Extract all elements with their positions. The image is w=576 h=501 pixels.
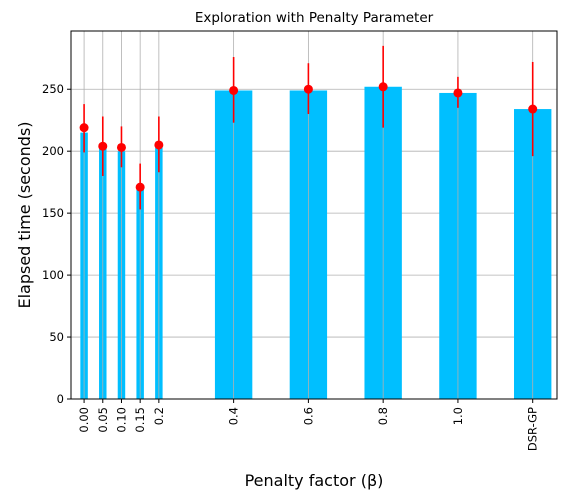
x-axis-label: Penalty factor (β)	[245, 471, 384, 490]
x-axis: 0.00 0.05 0.10 0.15 0.2 0.4 0.6 0.8 1.0 DSR-GP	[77, 399, 540, 451]
x-tick-label: 0.2	[152, 407, 166, 425]
y-tick-label: 200	[42, 144, 64, 158]
data-point	[528, 104, 538, 114]
data-point	[135, 182, 145, 192]
y-axis-label: Elapsed time (seconds)	[15, 121, 34, 308]
y-tick-label: 100	[42, 268, 64, 282]
bars	[80, 86, 552, 400]
y-tick-label: 50	[49, 330, 64, 344]
y-axis: 0 50 100 150 200 250	[42, 82, 71, 406]
data-point	[303, 84, 313, 94]
x-tick-label: 0.6	[301, 407, 315, 425]
data-point	[116, 142, 126, 152]
plot-frame	[70, 30, 558, 400]
x-tick-label: 0.15	[133, 407, 147, 433]
x-tick-label: 1.0	[451, 407, 465, 425]
x-tick-label: 0.05	[96, 407, 110, 433]
data-point	[98, 141, 108, 151]
error-bars	[79, 45, 538, 210]
x-tick-label: DSR-GP	[526, 407, 540, 451]
x-tick-label: 0.10	[114, 407, 128, 433]
data-point	[154, 140, 164, 150]
y-tick-label: 250	[42, 82, 64, 96]
y-tick-label: 0	[57, 392, 64, 406]
data-point	[79, 123, 89, 133]
x-tick-label: 0.4	[227, 407, 241, 425]
chart-title: Exploration with Penalty Parameter	[195, 10, 434, 26]
x-tick-label: 0.8	[376, 407, 390, 425]
data-point	[229, 85, 239, 95]
data-point	[453, 88, 463, 98]
data-point	[378, 82, 388, 92]
x-tick-label: 0.00	[77, 407, 91, 433]
y-tick-label: 150	[42, 206, 64, 220]
